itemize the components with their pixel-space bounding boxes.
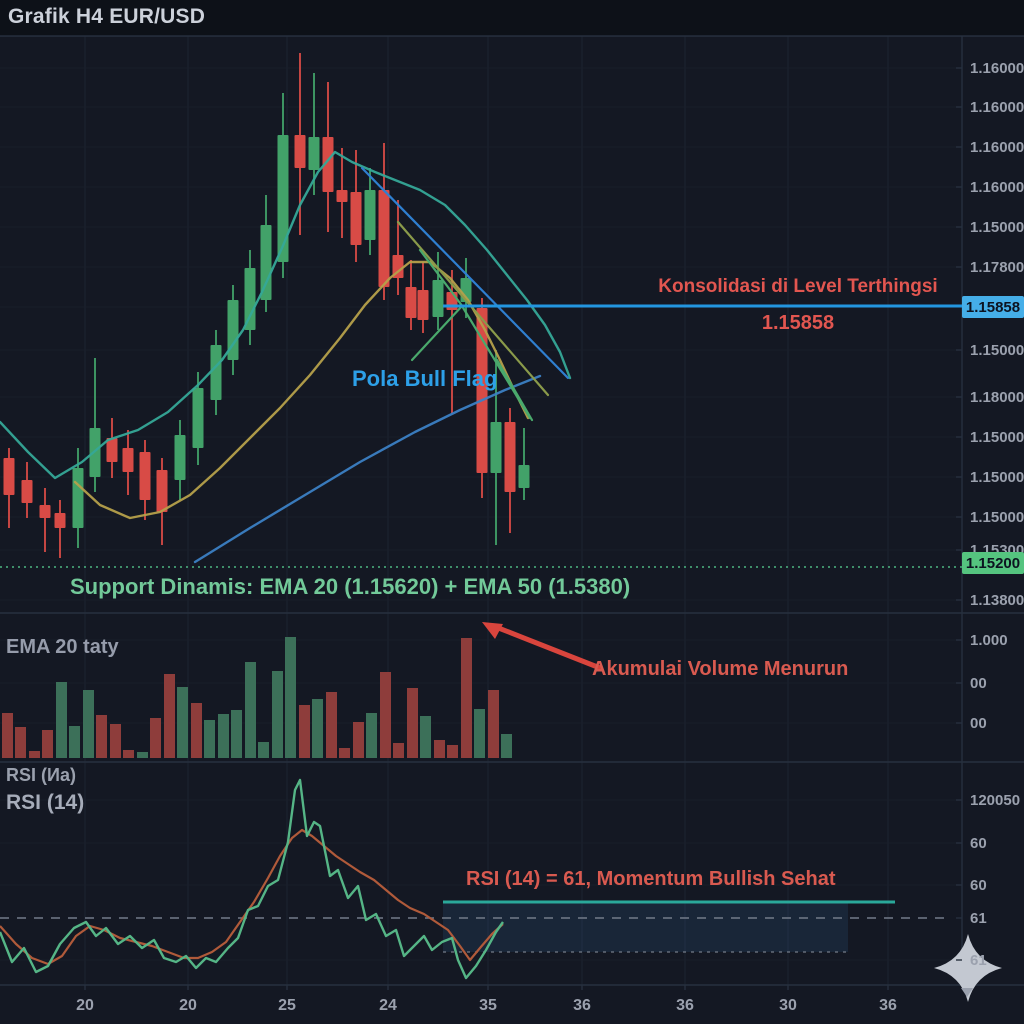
price-axis-label: 1.15000 bbox=[970, 509, 1024, 526]
price-axis-label: 1.15000 bbox=[970, 429, 1024, 446]
bull-flag-annotation: Pola Bull Flag bbox=[352, 366, 498, 391]
time-axis-label: 36 bbox=[879, 997, 897, 1014]
price-axis-label: 1.15000 bbox=[970, 342, 1024, 359]
price-tag-green: 1.15200 bbox=[962, 552, 1024, 574]
scroll-down-icon bbox=[961, 988, 973, 997]
price-axis-labels: 1.16000 1.16000 1.16000 1.16000 1.15000 1.178… bbox=[956, 60, 1024, 969]
price-axis-label: 1.15000 bbox=[970, 219, 1024, 236]
time-axis-label: 30 bbox=[779, 997, 797, 1014]
rsi-group bbox=[0, 778, 950, 980]
arrow-up-left-icon bbox=[482, 622, 603, 671]
time-axis-label: 35 bbox=[479, 997, 497, 1014]
price-axis-label: 1.16000 bbox=[970, 99, 1024, 116]
price-axis-label: 1.15000 bbox=[970, 469, 1024, 486]
volume-note-annotation: Akumulai Volume Menurun bbox=[592, 658, 849, 680]
price-axis-label: 60 bbox=[970, 877, 987, 894]
sparkle-star-icon bbox=[934, 934, 1002, 1002]
time-axis-label: 20 bbox=[179, 997, 197, 1014]
time-axis-label: 25 bbox=[278, 997, 296, 1014]
time-axis-label: 20 bbox=[76, 997, 94, 1014]
time-axis-labels: 20 20 25 24 35 36 36 30 36 bbox=[76, 985, 973, 1014]
consolidation-price-annotation: 1.15858 bbox=[761, 312, 835, 334]
price-axis-label: 1.16000 bbox=[970, 139, 1024, 156]
volume-bars-group bbox=[2, 637, 512, 758]
rsi-panel-label: RSI (14) bbox=[6, 791, 85, 814]
chart-header: Grafik H4 EUR/USD bbox=[0, 0, 1024, 36]
price-axis-label: 1.17800 bbox=[970, 259, 1024, 276]
chart-title: Grafik H4 EUR/USD bbox=[8, 5, 206, 28]
time-axis-label: 24 bbox=[379, 997, 397, 1014]
price-axis-label: 1.16000 bbox=[970, 179, 1024, 196]
rsi-note-annotation: RSI (14) = 61, Momentum Bullish Sehat bbox=[466, 868, 836, 890]
price-axis-label: 60 bbox=[970, 835, 987, 852]
price-tag-blue: 1.15858 bbox=[962, 296, 1024, 318]
price-axis-label: 00 bbox=[970, 675, 987, 692]
dynamic-support-annotation: Support Dinamis: EMA 20 (1.15620) + EMA … bbox=[70, 574, 631, 599]
price-axis-label: 00 bbox=[970, 715, 987, 732]
candles-group bbox=[3, 53, 530, 558]
ema-lines-group bbox=[0, 150, 572, 564]
price-axis-label: 61 bbox=[970, 952, 987, 969]
price-axis-label: 1.13800 bbox=[970, 592, 1024, 609]
time-axis-label: 36 bbox=[676, 997, 694, 1014]
volume-panel-label: EMA 20 taty bbox=[6, 636, 119, 658]
price-axis-label: 61 bbox=[970, 910, 987, 927]
price-axis-label: 1.18000 bbox=[970, 389, 1024, 406]
price-axis-label: 120050 bbox=[970, 792, 1020, 809]
rsi-panel-label-top: RSI (Иa) bbox=[6, 765, 76, 785]
time-axis-label: 36 bbox=[573, 997, 591, 1014]
price-axis-label: 1.000 bbox=[970, 632, 1008, 649]
flag-lines-group bbox=[360, 166, 570, 422]
price-axis-label: 1.16000 bbox=[970, 60, 1024, 77]
consolidation-annotation: Konsolidasi di Level Terthingsi bbox=[658, 276, 938, 297]
panel-borders bbox=[0, 35, 1024, 986]
